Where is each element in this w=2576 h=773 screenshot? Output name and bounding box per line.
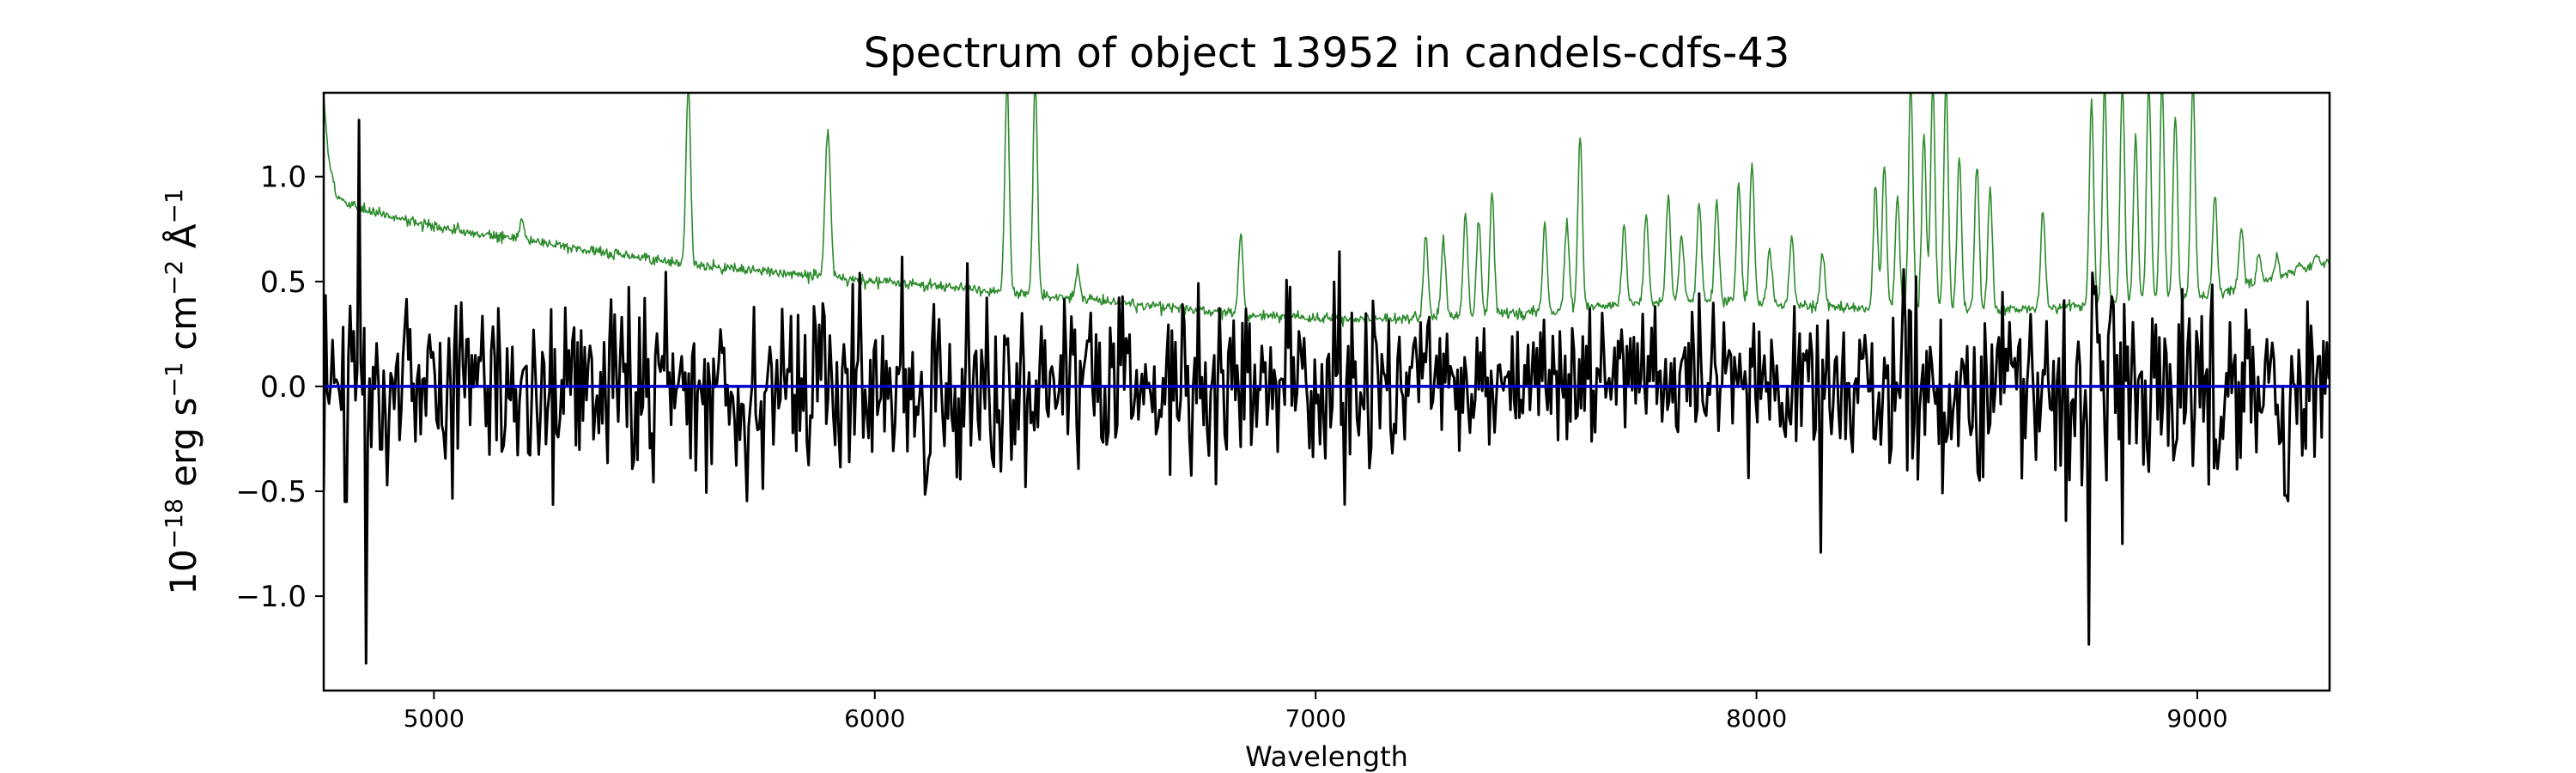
x-axis-label: Wavelength [1245, 740, 1408, 773]
x-tick-label: 6000 [844, 704, 905, 733]
x-axis: 5000 6000 7000 8000 9000 [404, 691, 2228, 733]
error-spectrum-line [324, 93, 2330, 327]
plot-area [324, 93, 2330, 665]
y-tick-label: −1.0 [235, 580, 307, 614]
plot-frame [322, 91, 2331, 692]
y-tick-label: 1.0 [260, 161, 307, 195]
x-tick-label: 7000 [1285, 704, 1346, 733]
y-tick-label: 0.5 [260, 265, 307, 300]
x-tick-label: 5000 [404, 704, 465, 733]
x-tick-label: 8000 [1726, 704, 1787, 733]
flux-spectrum-line [324, 119, 2330, 665]
y-tick-label: 0.0 [260, 370, 307, 405]
x-tick-label: 9000 [2166, 704, 2227, 733]
y-axis-label: 10−18 erg s−1 cm−2 Å−1 [160, 188, 205, 594]
y-axis: −1.0 −0.5 0.0 0.5 1.0 [235, 161, 324, 614]
y-tick-label: −0.5 [235, 475, 307, 509]
chart-title: Spectrum of object 13952 in candels-cdfs… [864, 29, 1790, 77]
